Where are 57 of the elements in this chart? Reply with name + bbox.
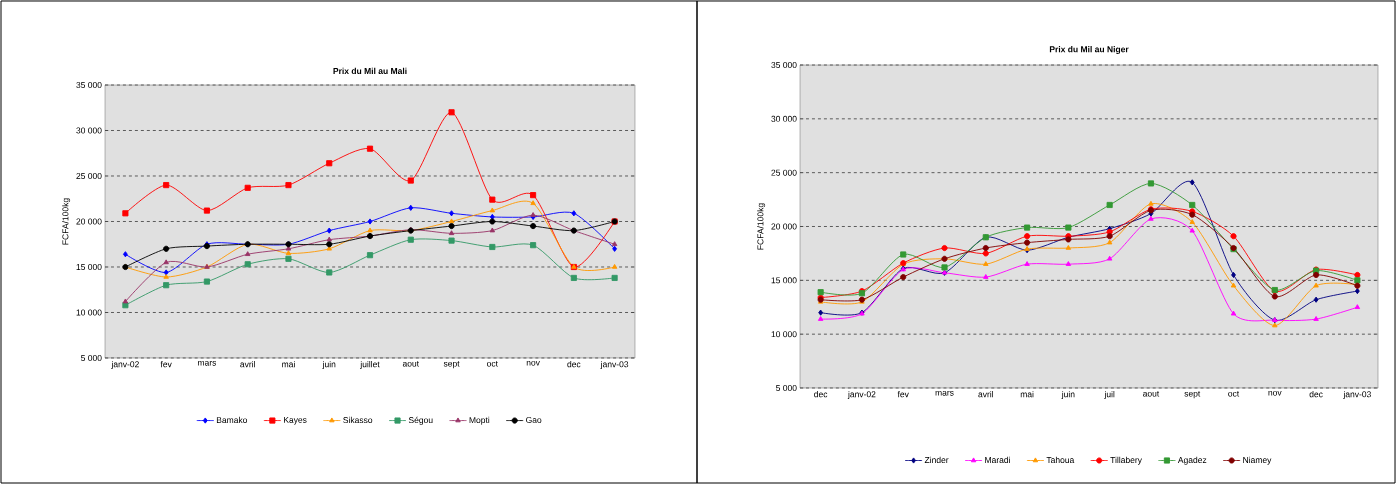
y-axis-title: FCFA/100kg (62, 198, 71, 245)
x-tick-label: janv-03 (600, 361, 629, 369)
x-tick-label: fev (160, 361, 172, 368)
legend-label: Ségou (408, 416, 433, 425)
y-tick-label: 25 000 (771, 169, 797, 176)
x-tick-label: juin (1061, 391, 1075, 399)
y-tick-label: 15 000 (76, 263, 102, 270)
x-tick-label: avril (240, 361, 255, 368)
x-tick-label: juin (322, 361, 336, 369)
y-axis-title: FCFA/100kg (757, 203, 766, 250)
x-tick-label: oct (1228, 391, 1240, 397)
x-tick-label: sept (443, 361, 460, 369)
x-tick-label: juil (1104, 391, 1115, 399)
x-tick-label: avril (978, 391, 994, 398)
legend-label: Agadez (1177, 456, 1207, 465)
y-tick-label: 35 000 (76, 81, 102, 88)
y-tick-label: 5 000 (776, 384, 797, 391)
chart-title: Prix du Mil au Mali (333, 67, 407, 74)
y-tick-label: 10 000 (76, 309, 102, 316)
y-tick-label: 25 000 (76, 172, 102, 179)
x-tick-label: sept (1184, 391, 1201, 399)
x-tick-label: janv-02 (847, 391, 876, 399)
legend-label: Zinder (924, 456, 949, 464)
x-tick-label: nov (526, 361, 540, 366)
x-tick-label: mai (282, 361, 295, 368)
legend-label: Kayes (284, 416, 307, 425)
x-tick-label: nov (1268, 391, 1282, 396)
y-tick-label: 20 000 (771, 223, 797, 230)
y-tick-label: 35 000 (771, 61, 797, 68)
legend-label: Tillabery (1110, 456, 1142, 465)
chart-title: Prix du Mil au Niger (1049, 46, 1129, 54)
x-tick-label: oct (487, 361, 498, 367)
legend-label: Mopti (469, 416, 490, 425)
x-tick-label: aout (402, 361, 419, 367)
legend-label: Gao (526, 416, 542, 423)
legend-label: Sikasso (343, 416, 373, 424)
x-tick-label: dec (1309, 391, 1323, 398)
x-tick-label: dec (814, 391, 828, 398)
x-tick-label: aout (1143, 391, 1160, 397)
x-tick-label: juillet (360, 361, 380, 369)
legend-label: Niamey (1243, 456, 1272, 465)
y-tick-label: 30 000 (76, 127, 102, 134)
x-tick-label: janv-02 (111, 361, 139, 369)
y-tick-label: 30 000 (771, 115, 797, 122)
legend-label: Bamako (216, 416, 248, 424)
legend-label: Tahoua (1046, 456, 1075, 464)
y-tick-label: 15 000 (771, 277, 797, 284)
x-tick-label: dec (567, 361, 581, 368)
x-tick-label: mars (198, 361, 217, 366)
y-tick-label: 20 000 (76, 218, 102, 225)
x-tick-label: mai (1020, 391, 1034, 398)
x-tick-label: janv-03 (1343, 391, 1371, 399)
y-tick-label: 10 000 (771, 331, 797, 338)
legend-label: Maradi (985, 456, 1010, 464)
y-tick-label: 5 000 (81, 354, 102, 361)
x-tick-label: mars (935, 391, 954, 396)
x-tick-label: fev (897, 391, 909, 398)
